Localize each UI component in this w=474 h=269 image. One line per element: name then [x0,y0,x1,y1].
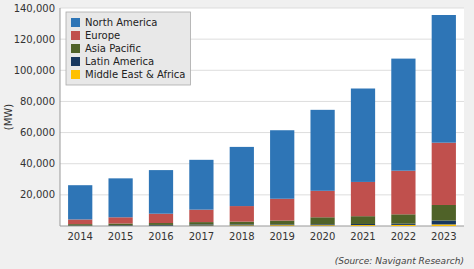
legend-swatch [71,31,80,40]
bar [391,224,415,225]
bar [270,221,294,225]
bar [189,222,213,224]
legend: North America Europe Asia Pacific Latin Ame… [66,12,190,85]
bar [270,130,294,199]
bar [432,224,456,226]
tick-label: 100,000 [14,65,55,76]
annotation: (Source: Navigant Research) [335,256,464,266]
bar [391,225,415,226]
bar [230,147,254,206]
bar [189,225,213,226]
tick-label: 2017 [189,231,214,242]
tick-label: 2022 [391,231,416,242]
bar [310,217,334,224]
bar [432,205,456,221]
x-axis: 2014 2015 2016 2017 2018 2019 2020 2021 2022 2023 [67,231,456,242]
legend-swatch [71,44,80,53]
bar [108,178,132,217]
bar [432,221,456,225]
bar [189,160,213,210]
background [0,0,474,269]
y-axis-line [60,8,61,226]
legend-label: North America [85,17,157,28]
legend-box [66,12,190,85]
tick-label: 2021 [350,231,375,242]
bar [149,225,173,226]
bar [351,224,375,225]
bar [68,185,92,219]
legend-label: Middle East & Africa [85,69,185,80]
bar [432,15,456,143]
bar [391,59,415,171]
chart: 20,000 40,000 60,000 80,000 100,000 120,000 14… [0,0,474,269]
tick-label: 40,000 [20,158,55,169]
bar [310,191,334,217]
bar [270,199,294,221]
bar [230,225,254,226]
bar [149,223,173,225]
legend-swatch [71,70,80,79]
bar [351,182,375,216]
tick-label: 120,000 [14,34,55,45]
grid-line [60,8,464,9]
tick-label: 2023 [431,231,456,242]
bars [68,15,456,226]
tick-label: 2016 [148,231,173,242]
bar [149,214,173,223]
bar [391,214,415,223]
bar [270,225,294,226]
bar [351,216,375,224]
y-axis-label: (MW) [3,104,14,130]
plot-area [60,8,464,226]
y-axis: 20,000 40,000 60,000 80,000 100,000 120,000 14… [14,3,464,227]
bar [68,225,92,226]
bar [351,225,375,226]
bar [310,110,334,191]
legend-label: Europe [85,30,120,41]
legend-swatch [71,18,80,27]
bar [68,224,92,225]
bar [68,219,92,224]
x-axis-line [60,226,464,227]
bar [108,224,132,226]
bar [189,210,213,222]
bar [230,206,254,222]
tick-label: 60,000 [20,127,55,138]
bar [310,225,334,226]
tick-label: 2020 [310,231,335,242]
bar [391,171,415,215]
legend-swatch [71,57,80,66]
bar [230,222,254,225]
bar [432,143,456,205]
bar [68,225,92,226]
bar [108,225,132,226]
bar [189,224,213,225]
tick-label: 2014 [67,231,92,242]
bar [149,170,173,214]
tick-label: 2019 [269,231,294,242]
tick-label: 140,000 [14,3,55,14]
tick-label: 2015 [108,231,133,242]
tick-label: 80,000 [20,96,55,107]
tick-label: 20,000 [20,189,55,200]
legend-label: Asia Pacific [85,43,141,54]
bar [108,217,132,223]
tick-label: 2018 [229,231,254,242]
bar [351,89,375,182]
legend-label: Latin America [85,56,154,67]
